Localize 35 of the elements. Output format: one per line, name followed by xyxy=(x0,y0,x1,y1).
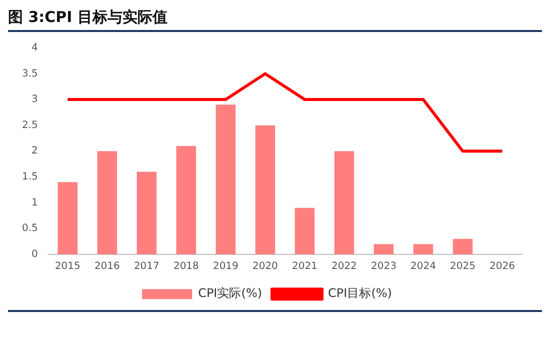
bar xyxy=(176,146,196,254)
chart-title: 图 3:CPI 目标与实际值 xyxy=(8,8,542,32)
x-tick-label: 2016 xyxy=(94,260,120,272)
bar xyxy=(452,238,473,254)
x-tick-label: 2023 xyxy=(371,260,396,272)
x-tick-label: 2021 xyxy=(292,260,318,272)
bar xyxy=(413,244,434,254)
y-tick-label: 1 xyxy=(32,197,38,208)
y-tick-label: 2 xyxy=(32,146,38,157)
x-tick-label: 2015 xyxy=(54,260,80,272)
y-tick-label: 1.5 xyxy=(22,172,38,183)
x-tick-label: 2025 xyxy=(450,260,476,272)
x-tick-label: 2022 xyxy=(331,260,357,272)
legend-label: CPI目标(%) xyxy=(328,286,392,300)
y-tick-label: 2.5 xyxy=(22,120,38,131)
legend-label: CPI实际(%) xyxy=(198,286,262,300)
y-tick-label: 3.5 xyxy=(22,68,38,80)
y-tick-label: 0.5 xyxy=(22,223,38,234)
x-tick-label: 2019 xyxy=(212,260,238,272)
x-tick-label: 2018 xyxy=(173,260,199,272)
bar xyxy=(334,151,354,254)
x-tick-label: 2024 xyxy=(410,260,436,272)
bar xyxy=(374,244,394,254)
x-tick-label: 2020 xyxy=(252,260,278,272)
bar xyxy=(136,172,157,254)
y-tick-label: 0 xyxy=(32,249,38,260)
bar xyxy=(294,208,315,254)
bar xyxy=(255,125,276,254)
bar xyxy=(58,182,78,254)
y-tick-label: 3 xyxy=(32,94,38,106)
y-tick-label: 4 xyxy=(32,42,38,54)
x-tick-label: 2017 xyxy=(134,260,160,272)
bar xyxy=(216,104,236,254)
x-tick-label: 2026 xyxy=(490,260,515,272)
bar xyxy=(97,151,118,254)
